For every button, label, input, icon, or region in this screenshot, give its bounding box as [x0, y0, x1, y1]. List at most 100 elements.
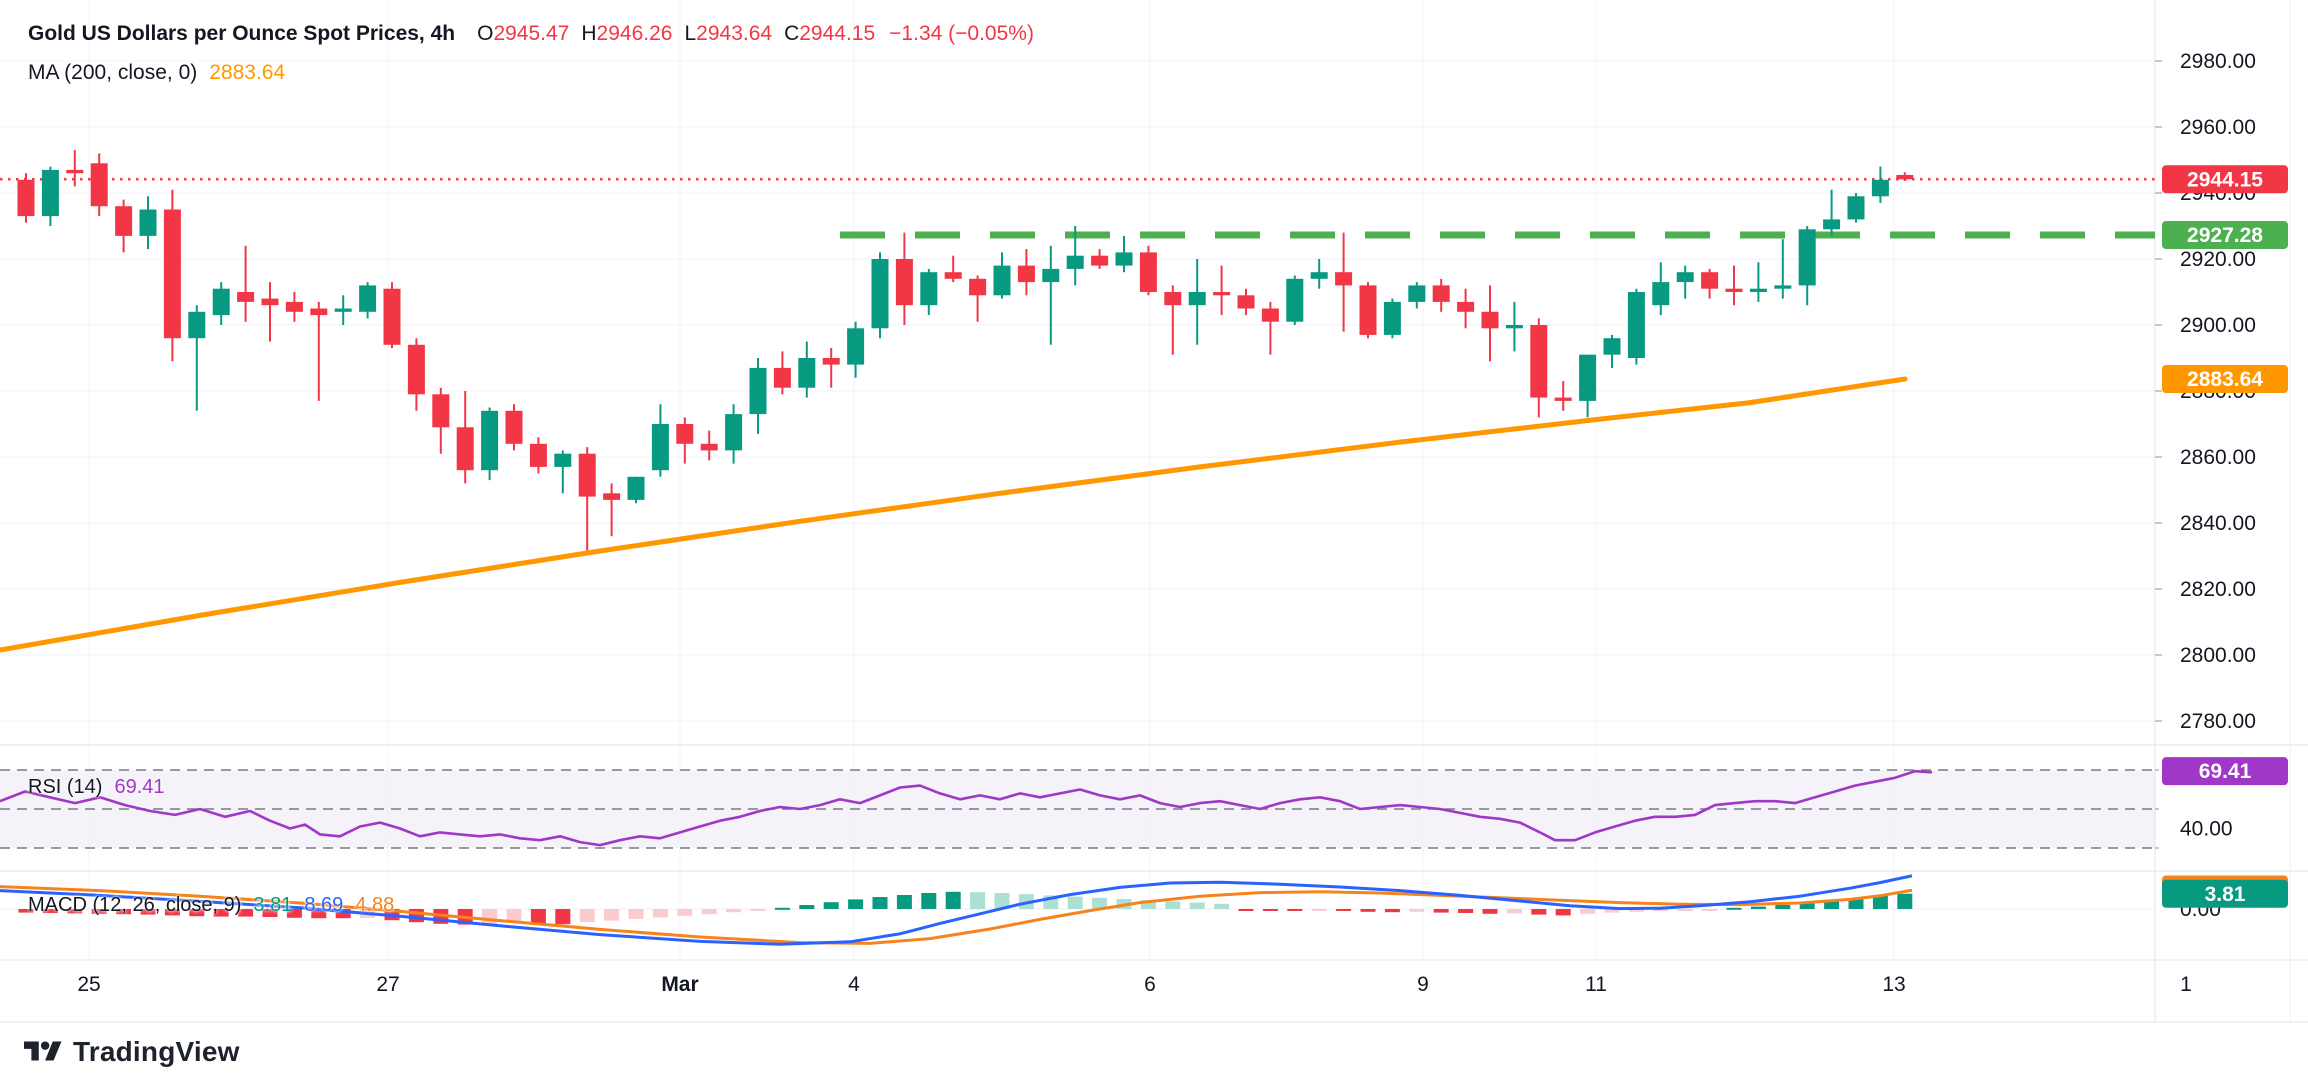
time-tick-label: 4	[848, 973, 860, 996]
macd-histogram-bar	[164, 909, 180, 916]
macd-histogram-bar	[1555, 909, 1571, 916]
candle-body	[505, 410, 523, 444]
macd-histogram-bar	[896, 895, 912, 909]
candle-body	[1066, 255, 1084, 269]
candle-body	[310, 308, 328, 316]
macd-histogram-bar	[335, 909, 351, 919]
macd-histogram-bar	[750, 909, 766, 911]
rsi-value-badge-bg	[2162, 757, 2288, 786]
macd-histogram-bar	[1067, 896, 1083, 909]
price-tick-label: 2840.00	[2180, 512, 2256, 535]
ma-value-badge-bg	[2162, 364, 2288, 393]
candle-body	[1871, 179, 1889, 197]
macd-histogram-bar	[1336, 909, 1352, 911]
candle-body	[676, 424, 694, 444]
candle-body	[1383, 301, 1401, 335]
last-price-badge-bg	[2162, 165, 2288, 194]
macd-histogram-bar	[1189, 902, 1205, 909]
macd-line-value: 8.69	[304, 894, 344, 916]
last-price-badge-text: 2944.15	[2187, 168, 2263, 191]
candle-body	[1725, 288, 1743, 292]
macd-histogram-bar	[1750, 906, 1766, 909]
candle-body	[700, 443, 718, 451]
macd-histogram-bar	[1775, 905, 1791, 909]
time-tick-label: 25	[77, 973, 100, 996]
low-label: L	[684, 22, 697, 45]
high-label: H	[581, 22, 597, 45]
macd-histogram-bar	[848, 899, 864, 909]
candle-body	[1335, 272, 1353, 286]
macd-status-line[interactable]: MACD (12, 26, close, 9) 3.81 8.69 4.88	[28, 894, 394, 917]
candle-body	[1896, 174, 1914, 180]
rsi-level-lines	[0, 769, 2155, 849]
candle-body	[1823, 219, 1841, 230]
candle-body	[90, 163, 108, 207]
macd-histogram-bar	[799, 905, 815, 909]
time-tick-label: Mar	[661, 973, 698, 996]
candle-body	[139, 209, 157, 236]
candle-body	[1091, 255, 1109, 266]
macd-histogram-bar	[604, 909, 620, 921]
candle-body	[163, 209, 181, 339]
ma-value: 2883.64	[209, 61, 286, 84]
candle-body	[1652, 282, 1670, 306]
candle-body	[41, 169, 59, 217]
macd-histogram-bar	[238, 909, 254, 917]
time-tick-label: 9	[1417, 973, 1429, 996]
macd-histogram-bar	[1726, 907, 1742, 910]
macd-histogram-bar	[1677, 909, 1693, 911]
macd-histogram-bar	[67, 909, 83, 914]
candle-body	[1042, 268, 1060, 283]
candle-body	[871, 259, 889, 329]
ohlc-high: H2946.26	[581, 22, 672, 46]
macd-hist-badge-text: 3.81	[2205, 883, 2246, 906]
candle-body	[17, 179, 35, 217]
macd-hist-badge: 3.81	[2162, 879, 2288, 908]
macd-line	[0, 874, 1913, 946]
time-axis[interactable]: 25 27 Mar 4 6 9 11 13 1	[77, 973, 2192, 996]
candle-body	[1213, 292, 1231, 296]
candle-body	[1408, 285, 1426, 302]
candle-body	[578, 453, 596, 497]
macd-label: MACD (12, 26, close, 9)	[28, 894, 242, 916]
candle-body	[261, 298, 279, 306]
candle-body	[1603, 338, 1621, 355]
chart-canvas[interactable]: 2980.002960.002940.002920.002900.002880.…	[0, 0, 2308, 1023]
macd-histogram-bar	[1531, 909, 1547, 915]
rsi-label: RSI (14)	[28, 776, 103, 798]
macd-histogram-bar	[116, 909, 132, 915]
macd-histogram-bar	[945, 891, 961, 909]
tradingview-logo-text: TradingView	[73, 1036, 240, 1067]
ma-status-line[interactable]: MA (200, close, 0) 2883.64	[28, 61, 285, 85]
macd-histogram-bar	[677, 909, 693, 916]
candle-body	[1115, 252, 1133, 266]
macd-histogram-bar	[140, 909, 156, 915]
symbol-status-line[interactable]: Gold US Dollars per Ounce Spot Prices, 4…	[28, 22, 1034, 46]
rsi-status-line[interactable]: RSI (14) 69.41	[28, 776, 165, 799]
candle-body	[1579, 354, 1597, 401]
candle-body	[1237, 295, 1255, 309]
tradingview-logo[interactable]: TradingView	[24, 1036, 240, 1068]
macd-histogram-bar	[1458, 909, 1474, 913]
alert-level-badge-bg	[2162, 220, 2288, 249]
macd-hist-value: 3.81	[253, 894, 293, 916]
price-tick-label: 2980.00	[2180, 50, 2256, 73]
macd-histogram-bar	[1897, 893, 1913, 909]
macd-histogram-bar	[311, 909, 327, 919]
candle-body	[1554, 397, 1572, 401]
tradingview-logo-icon	[24, 1041, 62, 1061]
ma-label: MA (200, close, 0)	[28, 61, 198, 84]
macd-histogram-bar	[652, 909, 668, 918]
macd-histogram-bar	[994, 893, 1010, 909]
candle-body	[1286, 278, 1304, 322]
candle-body	[627, 476, 645, 500]
macd-histogram-bar	[1311, 909, 1327, 911]
time-tick-label: 1	[2180, 973, 2192, 996]
candle-body	[749, 367, 767, 415]
macd-histogram-bar	[1872, 895, 1888, 909]
open-label: O	[477, 22, 494, 45]
macd-histogram-bar	[823, 902, 839, 909]
candle-body	[725, 414, 743, 451]
macd-histogram-bar	[189, 909, 205, 917]
